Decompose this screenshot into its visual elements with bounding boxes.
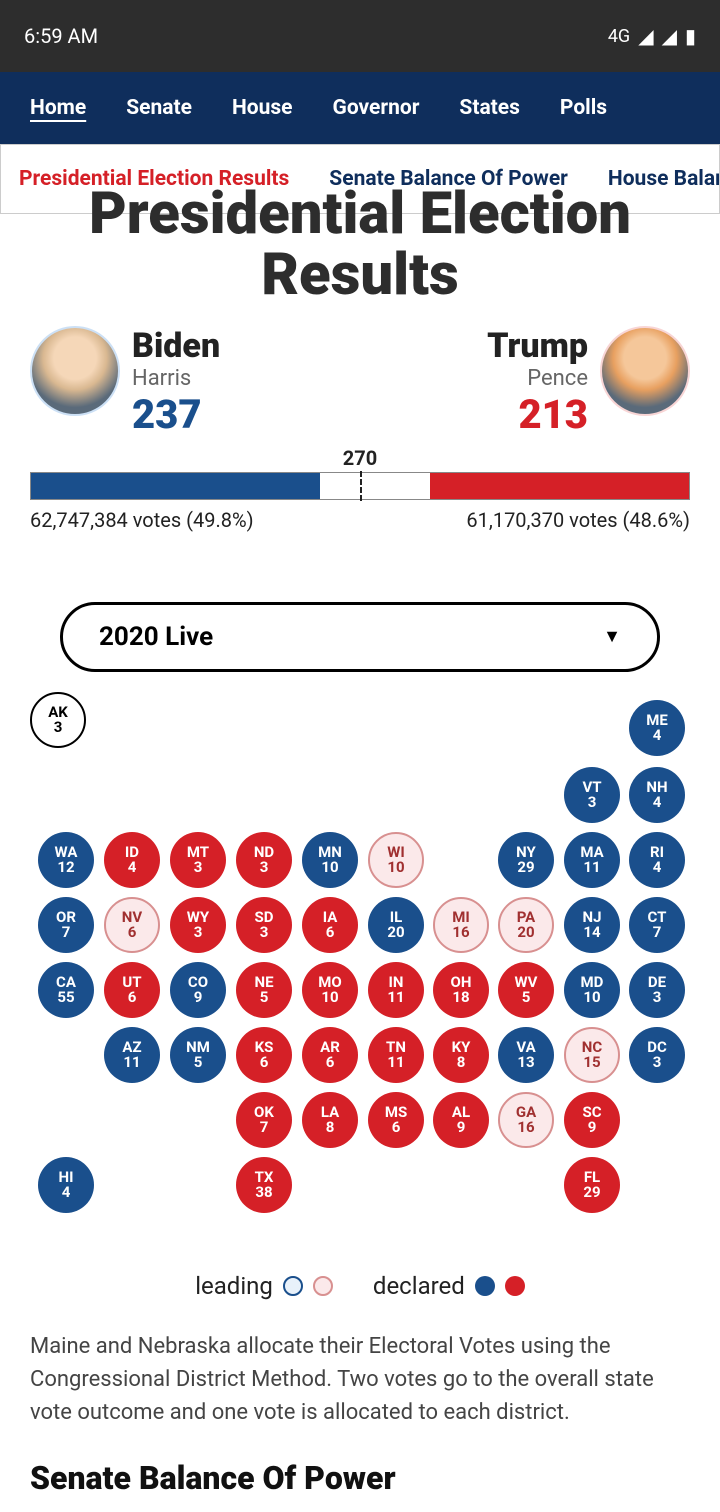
state-ct[interactable]: CT7 [629,897,685,953]
ev-bar [30,472,690,500]
status-icons: 4G ◢ ◢ ▮ [608,24,696,48]
legend-declared-label: declared [373,1272,465,1300]
nav-house[interactable]: House [212,72,313,144]
state-tx[interactable]: TX38 [236,1157,292,1213]
state-ga[interactable]: GA16 [498,1092,554,1148]
candidate-name: Biden [132,326,220,366]
method-note: Maine and Nebraska allocate their Electo… [0,1320,720,1459]
state-pa[interactable]: PA20 [498,897,554,953]
state-co[interactable]: CO9 [170,962,226,1018]
state-ms[interactable]: MS6 [368,1092,424,1148]
scoreboard: Biden Harris 237 Trump Pence 213 270 62,… [0,326,720,552]
state-me[interactable]: ME4 [629,700,685,756]
network-icon: 4G [608,26,630,47]
state-al[interactable]: AL9 [433,1092,489,1148]
legend-dot-rep-declared [505,1276,525,1296]
candidate-vp: Harris [132,366,220,391]
state-ak[interactable]: AK3 [30,692,86,748]
selector-label: 2020 Live [99,622,213,652]
state-wv[interactable]: WV5 [498,962,554,1018]
clock: 6:59 AM [24,24,98,48]
caret-down-icon: ▼ [603,626,621,647]
year-selector[interactable]: 2020 Live ▼ [60,602,660,672]
state-ne[interactable]: NE5 [236,962,292,1018]
state-wy[interactable]: WY3 [170,897,226,953]
state-ks[interactable]: KS6 [236,1027,292,1083]
ev-bar-mid [320,473,430,499]
legend-dot-dem-declared [475,1276,495,1296]
candidate-vp: Pence [487,366,588,391]
to-win-label: 270 [30,446,690,470]
main-nav: HomeSenateHouseGovernorStatesPolls [0,72,720,144]
state-la[interactable]: LA8 [302,1092,358,1148]
state-mt[interactable]: MT3 [170,832,226,888]
state-mo[interactable]: MO10 [302,962,358,1018]
nav-polls[interactable]: Polls [540,72,627,144]
next-section-heading: Senate Balance Of Power [0,1459,720,1497]
state-dc[interactable]: DC3 [629,1027,685,1083]
state-wa[interactable]: WA12 [38,832,94,888]
state-nh[interactable]: NH4 [629,767,685,823]
state-oh[interactable]: OH18 [433,962,489,1018]
state-tn[interactable]: TN11 [368,1027,424,1083]
avatar-trump [600,326,690,416]
state-az[interactable]: AZ11 [104,1027,160,1083]
state-vt[interactable]: VT3 [564,767,620,823]
ev-bar-rep [430,473,689,499]
state-de[interactable]: DE3 [629,962,685,1018]
nav-home[interactable]: Home [10,72,106,144]
state-ri[interactable]: RI4 [629,832,685,888]
state-fl[interactable]: FL29 [564,1157,620,1213]
state-wi[interactable]: WI10 [368,832,424,888]
state-map: AK3 ME4VT3NH4 WA12ID4MT3ND3MN10WI10 NY29MA1… [20,692,700,1252]
page-title: Presidential Election Results [20,184,700,306]
battery-icon: ▮ [685,24,696,48]
state-hi[interactable]: HI4 [38,1157,94,1213]
legend-dot-dem-leading [283,1276,303,1296]
state-ut[interactable]: UT6 [104,962,160,1018]
legend: leading declared [0,1272,720,1300]
candidate-ev: 237 [132,391,220,438]
state-sd[interactable]: SD3 [236,897,292,953]
state-ky[interactable]: KY8 [433,1027,489,1083]
candidate-name: Trump [487,326,588,366]
signal-icon: ◢ [638,24,653,48]
state-nj[interactable]: NJ14 [564,897,620,953]
state-ar[interactable]: AR6 [302,1027,358,1083]
state-ia[interactable]: IA6 [302,897,358,953]
candidate-ev: 213 [487,391,588,438]
state-mi[interactable]: MI16 [433,897,489,953]
state-sc[interactable]: SC9 [564,1092,620,1148]
ev-bar-270-mark [360,471,362,501]
state-md[interactable]: MD10 [564,962,620,1018]
status-bar: 6:59 AM 4G ◢ ◢ ▮ [0,0,720,72]
state-mn[interactable]: MN10 [302,832,358,888]
state-nd[interactable]: ND3 [236,832,292,888]
state-il[interactable]: IL20 [368,897,424,953]
votes-right: 61,170,370 votes (48.6%) [466,508,690,532]
nav-governor[interactable]: Governor [313,72,440,144]
legend-leading-label: leading [195,1272,273,1300]
state-nc[interactable]: NC15 [564,1027,620,1083]
legend-dot-rep-leading [313,1276,333,1296]
state-in[interactable]: IN11 [368,962,424,1018]
state-ny[interactable]: NY29 [498,832,554,888]
nav-states[interactable]: States [439,72,540,144]
avatar-biden [30,326,120,416]
state-va[interactable]: VA13 [498,1027,554,1083]
state-ma[interactable]: MA11 [564,832,620,888]
state-or[interactable]: OR7 [38,897,94,953]
ev-bar-dem [31,473,320,499]
candidate-right: Trump Pence 213 [487,326,690,438]
state-ca[interactable]: CA55 [38,962,94,1018]
state-nm[interactable]: NM5 [170,1027,226,1083]
nav-senate[interactable]: Senate [106,72,212,144]
state-nv[interactable]: NV6 [104,897,160,953]
candidate-left: Biden Harris 237 [30,326,220,438]
state-ok[interactable]: OK7 [236,1092,292,1148]
signal-icon-2: ◢ [662,24,677,48]
votes-left: 62,747,384 votes (49.8%) [30,508,254,532]
state-id[interactable]: ID4 [104,832,160,888]
